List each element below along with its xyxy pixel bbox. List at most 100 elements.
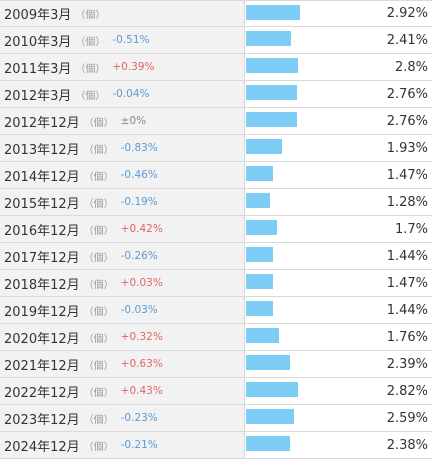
table-row: 2009年3月 （個） 2.92% — [0, 0, 432, 27]
label-cell: 2013年12月 （個） -0.83% — [0, 135, 245, 161]
row-change: -0.83% — [120, 142, 158, 154]
row-change: +0.43% — [120, 385, 163, 397]
value-bar — [246, 31, 291, 46]
row-date: 2017年12月 — [4, 250, 80, 266]
table-row: 2013年12月 （個） -0.83% 1.93% — [0, 135, 432, 162]
value-bar — [246, 436, 290, 451]
bar-cell: 2.82% — [245, 378, 432, 404]
value-bar — [246, 58, 298, 73]
row-date: 2015年12月 — [4, 196, 80, 212]
table-row: 2020年12月 （個） +0.32% 1.76% — [0, 324, 432, 351]
row-date: 2012年12月 — [4, 115, 80, 131]
row-unit: （個） — [75, 63, 106, 75]
row-date: 2020年12月 — [4, 331, 80, 347]
row-change: -0.26% — [120, 250, 158, 262]
row-value: 2.38% — [386, 437, 428, 453]
row-date: 2021年12月 — [4, 358, 80, 374]
table-row: 2016年12月 （個） +0.42% 1.7% — [0, 216, 432, 243]
label-cell: 2009年3月 （個） — [0, 1, 245, 26]
row-change: -0.21% — [120, 439, 158, 451]
row-change: -0.19% — [120, 196, 158, 208]
row-change: +0.03% — [120, 277, 163, 289]
bar-cell: 2.76% — [245, 81, 432, 107]
row-value: 2.41% — [386, 32, 428, 48]
bar-cell: 2.39% — [245, 351, 432, 377]
row-unit: （個） — [83, 225, 114, 237]
row-unit: （個） — [83, 252, 114, 264]
row-unit: （個） — [75, 10, 106, 21]
label-cell: 2020年12月 （個） +0.32% — [0, 324, 245, 350]
value-bar — [246, 193, 270, 208]
table-row: 2024年12月 （個） -0.21% 2.38% — [0, 432, 432, 459]
row-date: 2013年12月 — [4, 142, 80, 158]
row-unit: （個） — [83, 333, 114, 345]
row-change: -0.23% — [120, 412, 158, 424]
row-unit: （個） — [83, 360, 114, 372]
row-value: 1.47% — [386, 275, 428, 291]
table-row: 2012年3月 （個） -0.04% 2.76% — [0, 81, 432, 108]
row-unit: （個） — [83, 198, 114, 210]
bar-cell: 1.44% — [245, 297, 432, 323]
row-change: ±0% — [120, 115, 147, 127]
row-unit: （個） — [83, 117, 114, 129]
label-cell: 2011年3月 （個） +0.39% — [0, 54, 245, 80]
value-bar — [246, 328, 279, 343]
value-bar — [246, 112, 297, 127]
value-bar — [246, 247, 273, 262]
row-date: 2009年3月 — [4, 8, 72, 23]
label-cell: 2010年3月 （個） -0.51% — [0, 27, 245, 53]
row-date: 2024年12月 — [4, 439, 80, 455]
value-bar — [246, 382, 298, 397]
row-date: 2019年12月 — [4, 304, 80, 320]
bar-cell: 1.44% — [245, 243, 432, 269]
bar-cell: 2.41% — [245, 27, 432, 53]
value-bar — [246, 166, 273, 181]
bar-cell: 2.76% — [245, 108, 432, 134]
bar-cell: 2.59% — [245, 405, 432, 431]
label-cell: 2012年3月 （個） -0.04% — [0, 81, 245, 107]
row-date: 2011年3月 — [4, 61, 72, 77]
row-value: 1.28% — [386, 194, 428, 210]
row-value: 2.8% — [394, 59, 428, 75]
row-value: 2.39% — [386, 356, 428, 372]
row-date: 2016年12月 — [4, 223, 80, 239]
bar-cell: 2.8% — [245, 54, 432, 80]
label-cell: 2019年12月 （個） -0.03% — [0, 297, 245, 323]
row-change: +0.39% — [112, 61, 155, 73]
row-change: +0.42% — [120, 223, 163, 235]
row-unit: （個） — [83, 414, 114, 426]
row-value: 2.82% — [386, 383, 428, 399]
row-date: 2023年12月 — [4, 412, 80, 428]
table-row: 2018年12月 （個） +0.03% 1.47% — [0, 270, 432, 297]
label-cell: 2012年12月 （個） ±0% — [0, 108, 245, 134]
row-unit: （個） — [83, 144, 114, 156]
label-cell: 2018年12月 （個） +0.03% — [0, 270, 245, 296]
row-value: 1.44% — [386, 248, 428, 264]
row-unit: （個） — [83, 441, 114, 453]
bar-cell: 1.93% — [245, 135, 432, 161]
value-bar — [246, 85, 297, 100]
row-date: 2014年12月 — [4, 169, 80, 185]
row-change: -0.04% — [112, 88, 150, 100]
label-cell: 2014年12月 （個） -0.46% — [0, 162, 245, 188]
table-row: 2012年12月 （個） ±0% 2.76% — [0, 108, 432, 135]
bar-cell: 1.28% — [245, 189, 432, 215]
row-value: 2.59% — [386, 410, 428, 426]
table-row: 2023年12月 （個） -0.23% 2.59% — [0, 405, 432, 432]
table-row: 2014年12月 （個） -0.46% 1.47% — [0, 162, 432, 189]
row-unit: （個） — [83, 171, 114, 183]
table-row: 2019年12月 （個） -0.03% 1.44% — [0, 297, 432, 324]
label-cell: 2024年12月 （個） -0.21% — [0, 432, 245, 458]
bar-cell: 2.38% — [245, 432, 432, 458]
row-value: 1.44% — [386, 302, 428, 318]
row-date: 2012年3月 — [4, 88, 72, 104]
value-bar — [246, 274, 273, 289]
bar-cell: 1.76% — [245, 324, 432, 350]
table-row: 2021年12月 （個） +0.63% 2.39% — [0, 351, 432, 378]
row-date: 2022年12月 — [4, 385, 80, 401]
table-row: 2022年12月 （個） +0.43% 2.82% — [0, 378, 432, 405]
row-unit: （個） — [75, 90, 106, 102]
value-bar — [246, 5, 300, 20]
table-row: 2011年3月 （個） +0.39% 2.8% — [0, 54, 432, 81]
